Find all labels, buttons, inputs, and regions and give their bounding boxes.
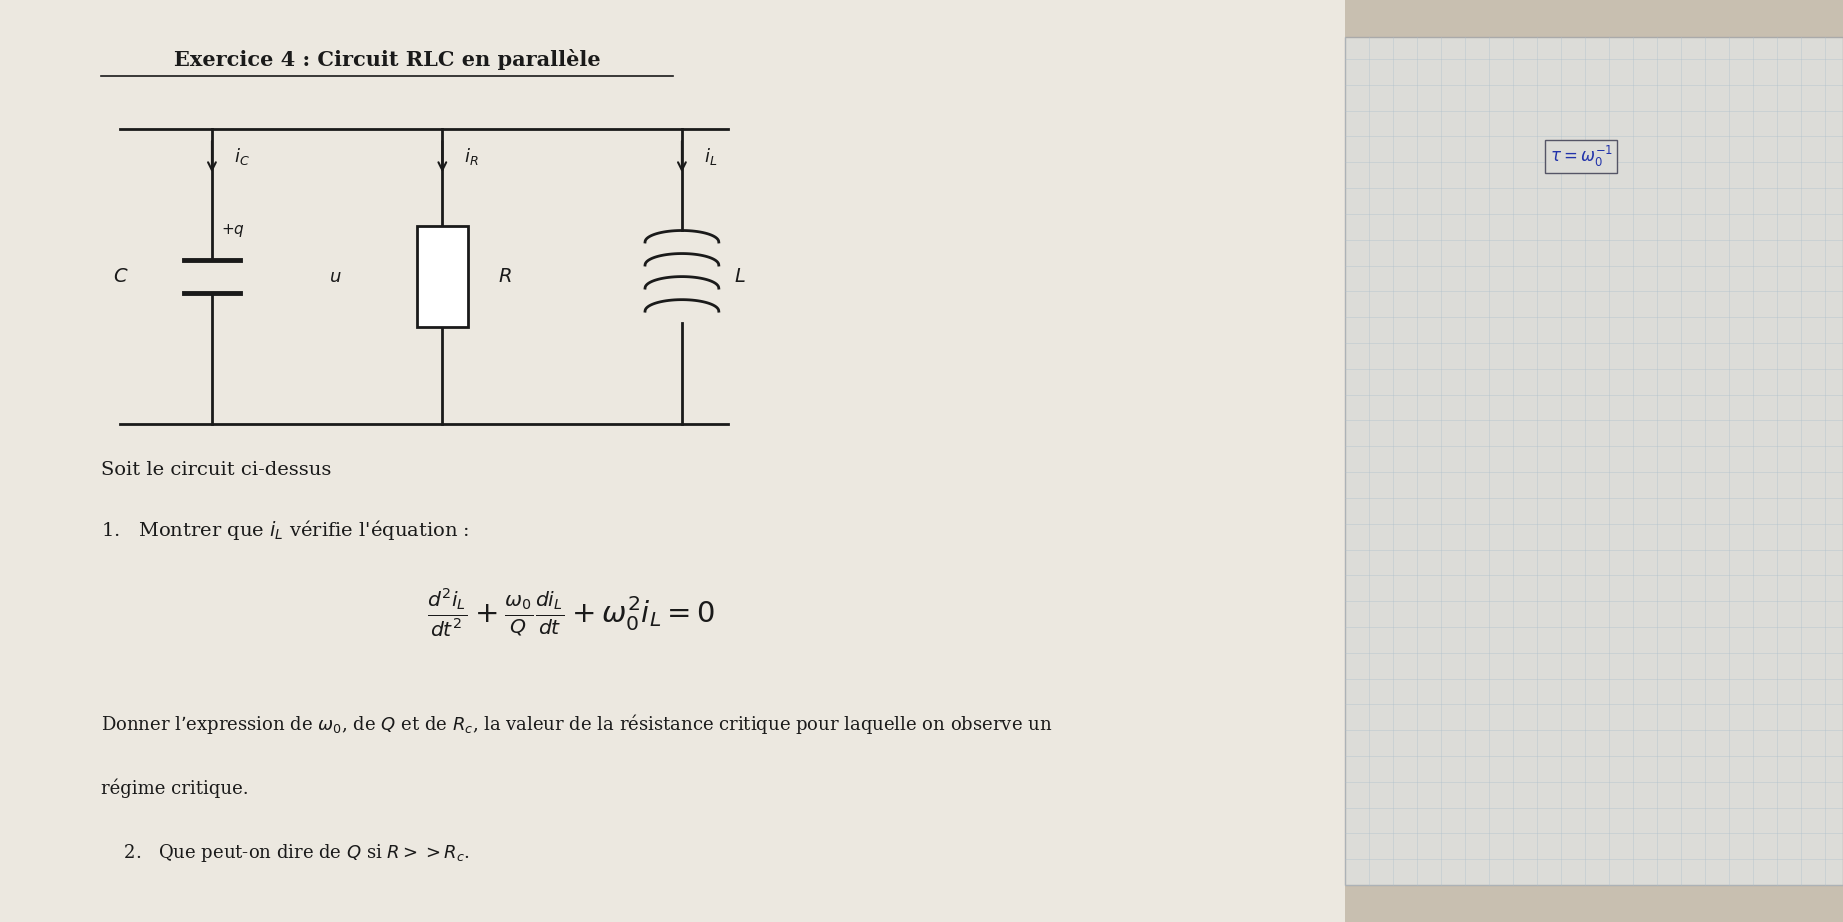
- FancyBboxPatch shape: [0, 0, 1345, 922]
- Bar: [417, 226, 468, 327]
- Text: $i_L$: $i_L$: [704, 147, 717, 167]
- Text: $u$: $u$: [330, 267, 341, 286]
- Text: $R$: $R$: [498, 267, 511, 286]
- Text: $C$: $C$: [114, 267, 129, 286]
- Text: Exercice 4 : Circuit RLC en parallèle: Exercice 4 : Circuit RLC en parallèle: [173, 50, 601, 70]
- Text: 1.   Montrer que $i_L$ vérifie l'équation :: 1. Montrer que $i_L$ vérifie l'équation …: [101, 518, 470, 542]
- FancyBboxPatch shape: [1345, 37, 1843, 885]
- Text: $i_C$: $i_C$: [234, 147, 251, 167]
- Text: 2.   Que peut-on dire de $Q$ si $R{>}{>}R_c$.: 2. Que peut-on dire de $Q$ si $R{>}{>}R_…: [101, 842, 470, 864]
- Text: Donner l’expression de $\omega_0$, de $Q$ et de $R_c$, la valeur de la résistanc: Donner l’expression de $\omega_0$, de $Q…: [101, 712, 1052, 736]
- Text: $+q$: $+q$: [221, 222, 245, 239]
- Text: $\frac{d^2i_L}{dt^2}+\frac{\omega_0}{Q}\frac{di_L}{dt}+\omega_0^2 i_L=0$: $\frac{d^2i_L}{dt^2}+\frac{\omega_0}{Q}\…: [428, 586, 715, 640]
- Text: Soit le circuit ci-dessus: Soit le circuit ci-dessus: [101, 461, 332, 479]
- Text: régime critique.: régime critique.: [101, 778, 249, 798]
- Text: $\tau = \omega_0^{-1}$: $\tau = \omega_0^{-1}$: [1550, 144, 1613, 170]
- Text: $i_R$: $i_R$: [464, 147, 479, 167]
- Text: $L$: $L$: [734, 267, 745, 286]
